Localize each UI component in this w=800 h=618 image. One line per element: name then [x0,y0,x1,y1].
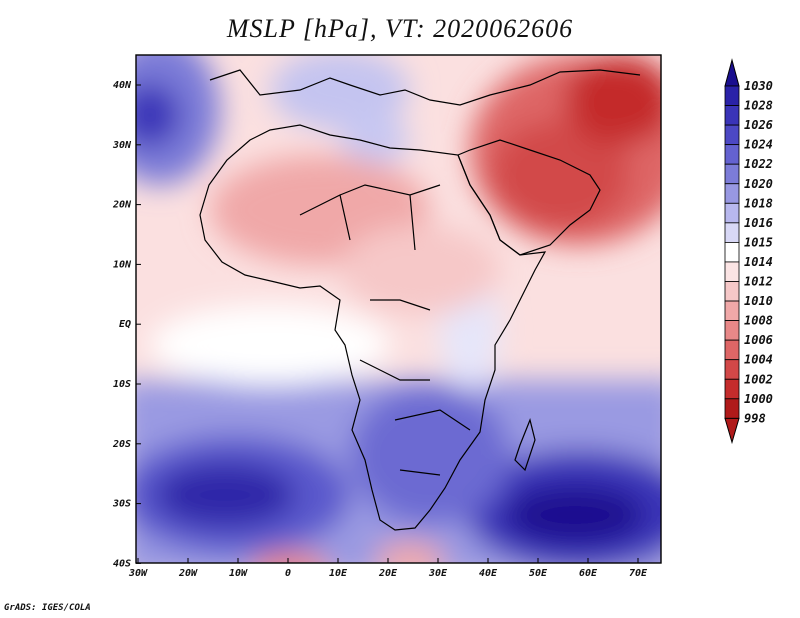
colorbar-swatch [724,241,740,263]
colorbar-swatch [724,378,740,400]
lon-tick-label: 50E [529,568,548,579]
colorbar-label: 1010 [744,294,773,308]
lat-axis: 40N 30N 20N 10N EQ 10S 20S 30S 40S [112,80,141,569]
colorbar-label: 1000 [744,392,773,406]
colorbar-label: 1030 [744,79,773,93]
colorbar-bottom-arrow [724,417,740,445]
colorbar-label: 1008 [744,314,773,328]
colorbar-swatch [724,281,740,302]
colorbar-label: 1024 [744,138,773,152]
colorbar-swatch [724,222,740,243]
lon-tick-label: 30E [428,568,448,579]
colorbar-swatch [724,398,740,419]
lon-tick-label: 70E [629,568,648,579]
colorbar-swatch [724,261,740,282]
lat-tick-label: 20N [112,200,132,211]
colorbar: 1030 1028 1026 1024 1022 1020 1018 1016 1015 1014… [724,58,773,445]
colorbar-swatch [724,105,740,126]
colorbar-label: 1026 [744,118,773,132]
pressure-field [136,55,661,563]
lat-tick-label: 40N [113,80,132,91]
colorbar-swatch [724,163,740,185]
lon-tick-label: 40E [479,568,498,579]
colorbar-swatch [724,339,740,361]
colorbar-label: 1020 [744,177,773,191]
colorbar-label: 1015 [744,235,773,249]
colorbar-label: 1012 [744,275,773,289]
lon-tick-label: 0 [285,568,291,579]
lat-tick-label: 30N [112,140,132,151]
colorbar-label: 1002 [744,372,773,386]
lat-tick-label: 20S [112,439,131,450]
colorbar-label: 1014 [744,255,773,269]
colorbar-label: 998 [744,411,766,425]
colorbar-swatch [724,320,740,341]
colorbar-label: 1028 [744,99,773,113]
lon-tick-label: 60E [579,568,598,579]
lon-axis: 30W 20W 10W 0 10E 20E 30E 40E 50E 60E 70E [128,558,648,579]
colorbar-label: 1016 [744,216,773,230]
colorbar-swatch [724,202,740,224]
lon-tick-label: 20E [378,568,398,579]
lat-tick-label: 40S [113,558,131,569]
lat-tick-label: 10S [113,379,131,390]
lon-tick-label: 20W [178,568,198,579]
lat-tick-label: 30S [112,499,131,510]
colorbar-label: 1022 [744,157,773,171]
chart-title: MSLP [hPa], VT: 2020062606 [226,14,574,43]
colorbar-label: 1018 [744,196,773,210]
colorbar-label: 1006 [744,333,773,347]
lon-tick-label: 10E [329,568,348,579]
colorbar-swatch [724,85,740,106]
colorbar-top-arrow [724,58,740,87]
colorbar-swatch [724,183,740,204]
lon-tick-label: 30W [128,568,148,579]
coastlines [199,69,641,531]
plot-frame [135,54,662,564]
colorbar-label: 1004 [744,353,773,367]
credit-text: GrADS: IGES/COLA [4,603,91,613]
colorbar-swatch [724,124,740,146]
lat-tick-label: 10N [113,259,132,270]
colorbar-swatch [724,359,740,380]
colorbar-swatch [724,144,740,165]
lon-tick-label: 10W [229,568,248,579]
lat-tick-label: EQ [119,319,131,330]
colorbar-swatch [724,300,740,321]
